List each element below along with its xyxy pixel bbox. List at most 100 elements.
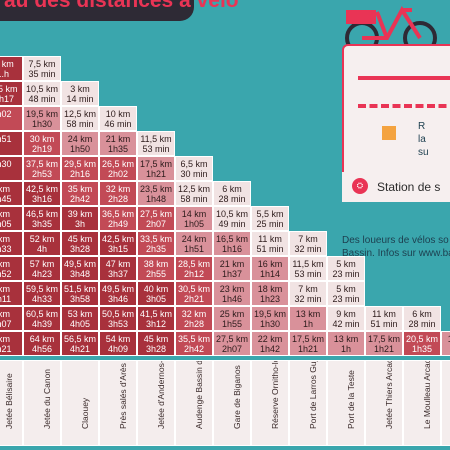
cell-time: h07 <box>0 319 12 329</box>
cell-distance: 29,5 km <box>63 159 96 169</box>
cell-distance: 11 km <box>372 309 396 319</box>
distance-cell: 20,5 km 1h35 <box>403 331 441 356</box>
cell-distance: 23,5 km <box>139 184 172 194</box>
legend-side-3: su <box>418 147 429 158</box>
distance-cell: 24 km 1h50 <box>61 131 99 156</box>
cell-distance: 11 km <box>258 234 282 244</box>
cell-time: 53 min <box>294 269 322 279</box>
cell-time: 3h37 <box>107 269 129 279</box>
cell-distance: 57 km <box>29 259 55 269</box>
cell-time: 35 min <box>28 69 56 79</box>
cell-time: 1h14 <box>259 269 281 279</box>
distance-cell: 12,5 km 58 min <box>61 106 99 131</box>
distance-cell: 28,5 km 2h12 <box>175 256 213 281</box>
distance-cell: 11 km 51 min <box>251 231 289 256</box>
distance-cell: 17,5 km 1h21 <box>137 156 175 181</box>
cell-time: 1h35 <box>107 144 129 154</box>
cell-time: 58 min <box>66 119 94 129</box>
distance-cell: 38 km 2h55 <box>137 256 175 281</box>
cell-time: ..h <box>0 69 9 79</box>
distance-cell: 30 km 2h19 <box>23 131 61 156</box>
cell-distance: 10,5 km <box>215 209 248 219</box>
cell-distance: 49,5 km <box>63 259 96 269</box>
station-name: Jetée Thiers Arcachon <box>384 360 394 429</box>
distance-cell: 5 km 23 min <box>327 256 365 281</box>
cell-distance: 16 km <box>257 259 283 269</box>
cell-time: 2h35 <box>145 244 167 254</box>
cell-distance: 13 km <box>333 334 359 344</box>
cell-distance: 35,5 km <box>177 334 210 344</box>
station-name: Port de la Teste <box>346 370 356 429</box>
cell-time: 3h48 <box>69 269 91 279</box>
distance-cell: 57 km 4h23 <box>23 256 61 281</box>
cell-time: 3h05 <box>145 294 167 304</box>
distance-cell: 49,5 km 3h46 <box>99 281 137 306</box>
distance-cell: 30,5 km 2h21 <box>175 281 213 306</box>
distance-cell: 7 km 32 min <box>289 231 327 256</box>
cell-time: 1h23 <box>259 294 281 304</box>
cell-distance: 14 km <box>181 209 207 219</box>
cell-time: 2h55 <box>145 269 167 279</box>
distance-cell: 37,5 km 2h53 <box>23 156 61 181</box>
cell-distance: 7 km <box>298 284 318 294</box>
cell-distance: 18 km <box>257 284 283 294</box>
distance-cell: 42,5 km 3h15 <box>99 231 137 256</box>
distance-cell: 27,5 km 2h07 <box>213 331 251 356</box>
cell-time: 1h30 <box>31 119 53 129</box>
station-name: Audenge Bassin de baignade <box>194 360 204 429</box>
cell-distance: 27,5 km <box>215 334 248 344</box>
station-label: Le Moulleau Arcachon <box>403 360 441 446</box>
distance-cell: 14 km 1h05 <box>175 206 213 231</box>
cell-distance: 21 km <box>105 134 131 144</box>
legend-line-2 <box>358 104 450 112</box>
distance-cell: kmh07 <box>0 306 23 331</box>
cell-distance: 45 km <box>143 334 169 344</box>
distance-cell: 10 km 46 min <box>99 106 137 131</box>
cell-time: 1h37 <box>221 269 243 279</box>
cell-time: h33 <box>0 244 12 254</box>
distance-cell: 32 km 2h28 <box>175 306 213 331</box>
station-label: Claouey <box>61 360 99 446</box>
legend-side-1: R <box>418 121 426 132</box>
cell-distance: 9 km <box>336 309 356 319</box>
cell-distance: 3 km <box>70 84 90 94</box>
legend-side-text: R la su <box>418 120 429 159</box>
distance-cell: 23 km 1h46 <box>213 281 251 306</box>
cell-distance: 17,5 km <box>139 159 172 169</box>
cell-time: h21 <box>0 344 12 354</box>
cell-time: 2h16 <box>69 169 91 179</box>
distance-cell: 53 km 4h05 <box>61 306 99 331</box>
sign-title: au des distances à vélo <box>0 0 239 21</box>
cell-time: 3h12 <box>145 319 167 329</box>
station-name: Claouey <box>80 397 90 429</box>
cell-distance: 53 km <box>67 309 93 319</box>
cell-distance: 6 km <box>222 184 242 194</box>
cell-distance: 23 km <box>219 284 245 294</box>
cell-time: 1h <box>302 319 313 329</box>
distance-cell: 16,5 km 1h16 <box>213 231 251 256</box>
cell-distance: 33,5 km <box>139 234 172 244</box>
distance-cell: 59,5 km 4h33 <box>23 281 61 306</box>
cell-distance: 10,5 km <box>25 84 58 94</box>
cell-time: 28 min <box>408 319 436 329</box>
distance-cell: 10,5 km 49 min <box>213 206 251 231</box>
distance-cell: kmh05 <box>0 206 23 231</box>
distance-cell: 24 km 1h51 <box>175 231 213 256</box>
station-label: Port de Larros Gujan-Mestras <box>289 360 327 446</box>
distance-cell: 17,5 km 1h21 <box>365 331 403 356</box>
station-name: Le Moulleau Arcachon <box>422 360 432 429</box>
distance-cell: 52 km 4h <box>23 231 61 256</box>
cell-time: 2h28 <box>107 194 129 204</box>
cell-time: 1h46 <box>221 294 243 304</box>
cell-distance: 21 km <box>219 259 245 269</box>
cell-time: 2h12 <box>183 269 205 279</box>
cell-distance: 41,5 km <box>139 309 172 319</box>
station-label: Près salés d'Arès <box>99 360 137 446</box>
cell-time: 4h33 <box>31 294 53 304</box>
cell-time: 1h42 <box>259 344 281 354</box>
cell-time: 1h50 <box>69 144 91 154</box>
distance-cell: 26,5 km 2h02 <box>99 156 137 181</box>
distance-cell: 47 km 3h37 <box>99 256 137 281</box>
